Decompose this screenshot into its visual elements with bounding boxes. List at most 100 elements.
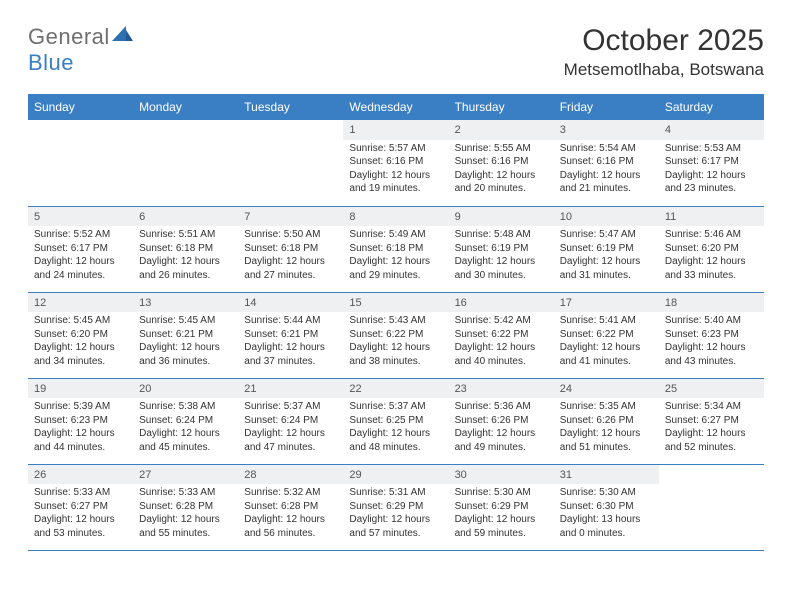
- calendar-week: 1Sunrise: 5:57 AMSunset: 6:16 PMDaylight…: [28, 120, 764, 206]
- day-daylight: Daylight: 12 hours and 40 minutes.: [455, 341, 548, 368]
- day-body: Sunrise: 5:32 AMSunset: 6:28 PMDaylight:…: [238, 484, 343, 544]
- day-daylight: Daylight: 12 hours and 20 minutes.: [455, 169, 548, 196]
- day-daylight: Daylight: 12 hours and 31 minutes.: [560, 255, 653, 282]
- day-sunrise: Sunrise: 5:44 AM: [244, 314, 337, 328]
- calendar-day: 23Sunrise: 5:36 AMSunset: 6:26 PMDayligh…: [449, 378, 554, 464]
- day-header: Friday: [554, 94, 659, 120]
- calendar-day: 22Sunrise: 5:37 AMSunset: 6:25 PMDayligh…: [343, 378, 448, 464]
- day-sunset: Sunset: 6:30 PM: [560, 500, 653, 514]
- day-sunrise: Sunrise: 5:38 AM: [139, 400, 232, 414]
- day-sunrise: Sunrise: 5:40 AM: [665, 314, 758, 328]
- day-header: Sunday: [28, 94, 133, 120]
- day-body: Sunrise: 5:47 AMSunset: 6:19 PMDaylight:…: [554, 226, 659, 286]
- calendar-day: 18Sunrise: 5:40 AMSunset: 6:23 PMDayligh…: [659, 292, 764, 378]
- day-number: 1: [343, 120, 448, 140]
- calendar-day: 10Sunrise: 5:47 AMSunset: 6:19 PMDayligh…: [554, 206, 659, 292]
- day-sunset: Sunset: 6:23 PM: [34, 414, 127, 428]
- day-sunrise: Sunrise: 5:36 AM: [455, 400, 548, 414]
- calendar-day: 26Sunrise: 5:33 AMSunset: 6:27 PMDayligh…: [28, 464, 133, 550]
- calendar-day: 15Sunrise: 5:43 AMSunset: 6:22 PMDayligh…: [343, 292, 448, 378]
- day-daylight: Daylight: 12 hours and 37 minutes.: [244, 341, 337, 368]
- day-daylight: Daylight: 12 hours and 38 minutes.: [349, 341, 442, 368]
- day-daylight: Daylight: 12 hours and 27 minutes.: [244, 255, 337, 282]
- day-number: 17: [554, 293, 659, 313]
- calendar-day: 16Sunrise: 5:42 AMSunset: 6:22 PMDayligh…: [449, 292, 554, 378]
- day-number: 31: [554, 465, 659, 485]
- day-sunset: Sunset: 6:21 PM: [244, 328, 337, 342]
- day-daylight: Daylight: 12 hours and 56 minutes.: [244, 513, 337, 540]
- calendar-day: 13Sunrise: 5:45 AMSunset: 6:21 PMDayligh…: [133, 292, 238, 378]
- day-daylight: Daylight: 12 hours and 21 minutes.: [560, 169, 653, 196]
- day-sunset: Sunset: 6:19 PM: [455, 242, 548, 256]
- day-number: 4: [659, 120, 764, 140]
- day-body: Sunrise: 5:37 AMSunset: 6:24 PMDaylight:…: [238, 398, 343, 458]
- day-body: Sunrise: 5:34 AMSunset: 6:27 PMDaylight:…: [659, 398, 764, 458]
- day-sunrise: Sunrise: 5:55 AM: [455, 142, 548, 156]
- logo-text-blue: Blue: [28, 50, 74, 75]
- day-daylight: Daylight: 12 hours and 23 minutes.: [665, 169, 758, 196]
- calendar-day: 8Sunrise: 5:49 AMSunset: 6:18 PMDaylight…: [343, 206, 448, 292]
- day-sunset: Sunset: 6:29 PM: [455, 500, 548, 514]
- day-number: 27: [133, 465, 238, 485]
- day-number: 9: [449, 207, 554, 227]
- day-body: Sunrise: 5:53 AMSunset: 6:17 PMDaylight:…: [659, 140, 764, 200]
- day-sunrise: Sunrise: 5:52 AM: [34, 228, 127, 242]
- day-daylight: Daylight: 12 hours and 47 minutes.: [244, 427, 337, 454]
- day-header-row: SundayMondayTuesdayWednesdayThursdayFrid…: [28, 94, 764, 120]
- day-sunset: Sunset: 6:26 PM: [560, 414, 653, 428]
- day-sunset: Sunset: 6:25 PM: [349, 414, 442, 428]
- day-number: 18: [659, 293, 764, 313]
- day-sunrise: Sunrise: 5:30 AM: [455, 486, 548, 500]
- day-daylight: Daylight: 12 hours and 59 minutes.: [455, 513, 548, 540]
- day-sunrise: Sunrise: 5:57 AM: [349, 142, 442, 156]
- day-sunset: Sunset: 6:21 PM: [139, 328, 232, 342]
- calendar-day: 12Sunrise: 5:45 AMSunset: 6:20 PMDayligh…: [28, 292, 133, 378]
- calendar-day: 28Sunrise: 5:32 AMSunset: 6:28 PMDayligh…: [238, 464, 343, 550]
- day-daylight: Daylight: 12 hours and 52 minutes.: [665, 427, 758, 454]
- day-sunset: Sunset: 6:18 PM: [349, 242, 442, 256]
- calendar-day-empty: [133, 120, 238, 206]
- day-body: Sunrise: 5:37 AMSunset: 6:25 PMDaylight:…: [343, 398, 448, 458]
- calendar-day: 1Sunrise: 5:57 AMSunset: 6:16 PMDaylight…: [343, 120, 448, 206]
- day-number: 11: [659, 207, 764, 227]
- day-daylight: Daylight: 12 hours and 26 minutes.: [139, 255, 232, 282]
- day-sunset: Sunset: 6:20 PM: [34, 328, 127, 342]
- day-sunset: Sunset: 6:28 PM: [244, 500, 337, 514]
- day-body: Sunrise: 5:44 AMSunset: 6:21 PMDaylight:…: [238, 312, 343, 372]
- day-sunrise: Sunrise: 5:30 AM: [560, 486, 653, 500]
- day-sunrise: Sunrise: 5:45 AM: [34, 314, 127, 328]
- day-sunrise: Sunrise: 5:31 AM: [349, 486, 442, 500]
- day-number: 6: [133, 207, 238, 227]
- day-sunrise: Sunrise: 5:33 AM: [34, 486, 127, 500]
- day-body: Sunrise: 5:41 AMSunset: 6:22 PMDaylight:…: [554, 312, 659, 372]
- header: GeneralBlue October 2025 Metsemotlhaba, …: [28, 24, 764, 80]
- day-number: 29: [343, 465, 448, 485]
- day-number: 14: [238, 293, 343, 313]
- day-sunrise: Sunrise: 5:54 AM: [560, 142, 653, 156]
- calendar-day: 29Sunrise: 5:31 AMSunset: 6:29 PMDayligh…: [343, 464, 448, 550]
- calendar-day: 25Sunrise: 5:34 AMSunset: 6:27 PMDayligh…: [659, 378, 764, 464]
- day-sunrise: Sunrise: 5:53 AM: [665, 142, 758, 156]
- day-body: Sunrise: 5:30 AMSunset: 6:30 PMDaylight:…: [554, 484, 659, 544]
- day-number: 19: [28, 379, 133, 399]
- day-sunset: Sunset: 6:16 PM: [455, 155, 548, 169]
- day-sunset: Sunset: 6:24 PM: [244, 414, 337, 428]
- day-sunset: Sunset: 6:22 PM: [349, 328, 442, 342]
- day-header: Tuesday: [238, 94, 343, 120]
- day-body: Sunrise: 5:43 AMSunset: 6:22 PMDaylight:…: [343, 312, 448, 372]
- calendar-day: 24Sunrise: 5:35 AMSunset: 6:26 PMDayligh…: [554, 378, 659, 464]
- calendar-day: 27Sunrise: 5:33 AMSunset: 6:28 PMDayligh…: [133, 464, 238, 550]
- logo-text: GeneralBlue: [28, 24, 134, 76]
- day-daylight: Daylight: 12 hours and 55 minutes.: [139, 513, 232, 540]
- day-number: 12: [28, 293, 133, 313]
- day-number: 20: [133, 379, 238, 399]
- calendar-day: 9Sunrise: 5:48 AMSunset: 6:19 PMDaylight…: [449, 206, 554, 292]
- day-sunrise: Sunrise: 5:49 AM: [349, 228, 442, 242]
- day-sunset: Sunset: 6:16 PM: [560, 155, 653, 169]
- title-block: October 2025 Metsemotlhaba, Botswana: [564, 24, 764, 80]
- day-daylight: Daylight: 12 hours and 41 minutes.: [560, 341, 653, 368]
- day-number: 21: [238, 379, 343, 399]
- calendar-week: 19Sunrise: 5:39 AMSunset: 6:23 PMDayligh…: [28, 378, 764, 464]
- day-number: 2: [449, 120, 554, 140]
- calendar-day: 21Sunrise: 5:37 AMSunset: 6:24 PMDayligh…: [238, 378, 343, 464]
